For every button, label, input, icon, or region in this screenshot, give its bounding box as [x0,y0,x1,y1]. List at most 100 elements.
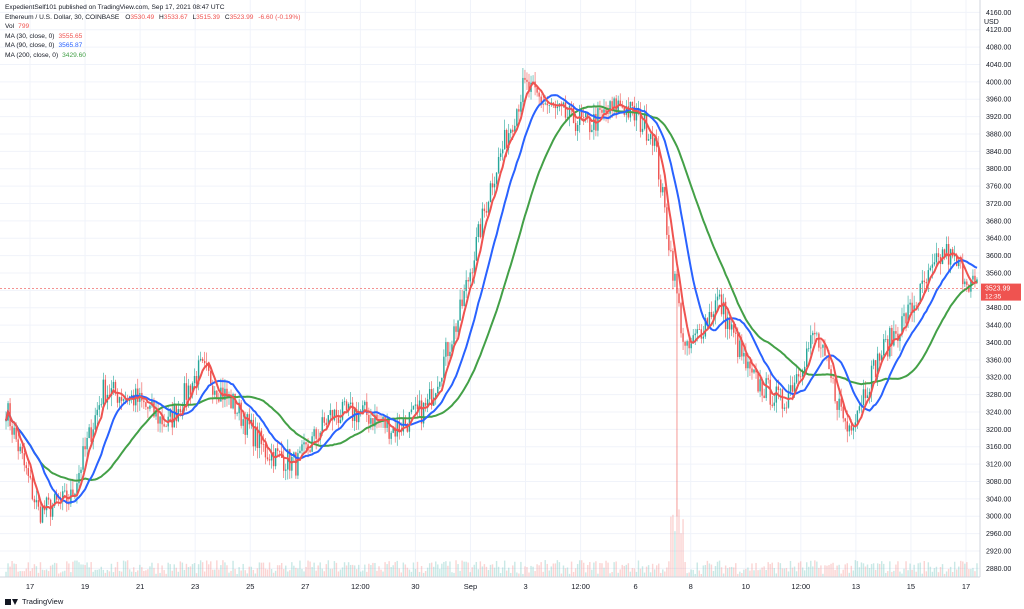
candle-body [822,344,824,348]
price-tick: 3440.00 [986,323,1011,330]
candle-body [759,379,761,392]
volume-bar [593,562,595,577]
volume-bar [848,572,850,577]
candle-body [716,296,719,301]
volume-bar [803,570,806,577]
candle-body [88,427,90,438]
tradingview-logo[interactable]: TradingView [5,597,63,606]
price-tick: 2880.00 [986,566,1011,573]
volume-bar [682,519,684,577]
volume-bar [899,571,901,577]
candle-body [58,499,60,501]
volume-bar [13,563,15,577]
volume-bar [5,571,7,577]
ma30-line [5,81,978,511]
candle-body [238,402,240,414]
volume-bar [309,561,311,577]
volume-bar [854,560,857,577]
candle-body [268,459,271,461]
candle-body [372,418,374,427]
volume-bar [828,565,830,577]
candle-body [846,421,848,432]
candle-body [161,416,163,425]
candle-body [720,294,723,315]
volume-bar [548,570,550,577]
candle-body [193,375,196,384]
volume-bar [171,570,173,577]
volume-bar [945,571,948,577]
volume-bar [9,566,11,577]
candle-body [92,429,94,442]
candle-body [455,326,457,332]
candle-body [72,489,74,496]
candle-body [840,398,842,407]
volume-bar [355,569,358,577]
price-tick: 3760.00 [986,184,1011,191]
volume-bar [653,569,656,577]
indicator-ma90[interactable]: MA (90, close, 0) 3565.87 [5,41,303,51]
volume-bar [619,569,621,577]
volume-bar [595,561,597,577]
volume-bar [696,562,698,577]
volume-bar [240,570,242,577]
indicator-ma30[interactable]: MA (30, close, 0) 3555.65 [5,32,303,42]
volume-bar [313,562,315,577]
volume-bar [921,573,923,577]
candle-body [122,399,125,401]
volume-bar [678,509,680,577]
candle-body [299,450,301,454]
volume-bar [335,562,338,577]
volume-bar [560,573,563,577]
candle-body [343,401,346,403]
candle-body [270,452,273,461]
volume-bar [193,563,196,577]
volume-bar [741,573,743,577]
volume-bar [712,570,715,577]
volume-bar [376,570,378,577]
volume-bar [216,560,218,577]
candle-body [51,505,54,517]
candle-body [469,272,471,282]
volume-bar [970,568,972,577]
candle-body [477,224,480,237]
candle-body [765,378,767,399]
candle-body [437,386,439,394]
candle-body [901,316,903,335]
candle-body [240,402,242,426]
candle-body [222,387,224,400]
candle-body [686,341,688,346]
ohlc-close: 3523.99 [229,13,254,21]
indicator-ma200[interactable]: MA (200, close, 0) 3429.60 [5,51,303,61]
volume-bar [244,570,246,577]
candle-body [483,208,486,212]
candle-body [305,442,307,445]
volume-bar [98,569,100,577]
candle-body [386,418,388,428]
candle-body [321,417,323,433]
volume-bar [822,573,824,577]
volume-bar [76,560,78,577]
candle-body [435,393,437,398]
volume-bar [607,562,609,577]
candle-body [487,201,490,213]
volume-bar [189,566,192,577]
volume-bar [520,561,522,577]
volume-bar [491,564,494,577]
volume-bar [222,560,224,577]
price-axis[interactable]: 4160.00 4120.00 4080.00 4040.00 4000.00 3960.… [986,10,1011,573]
candle-body [615,98,617,113]
indicator-vol[interactable]: Vol 799 [5,22,303,32]
time-axis[interactable]: 17 19 21 23 25 27 12:00 30 Sep 3 12:00 6 8 10 12:00 13 1… [26,582,970,591]
volume-bar [737,573,739,577]
volume-bar [390,567,392,577]
volume-bar [197,564,200,577]
candle-body [698,329,700,330]
price-tick: 3480.00 [986,305,1011,312]
candle-body [453,326,455,345]
volume-bar [112,572,115,577]
ohlc-change: -6.60 (-0.19%) [258,13,301,21]
volume-bar [868,568,871,577]
volume-bar [343,562,346,577]
volume-bar [566,567,569,577]
